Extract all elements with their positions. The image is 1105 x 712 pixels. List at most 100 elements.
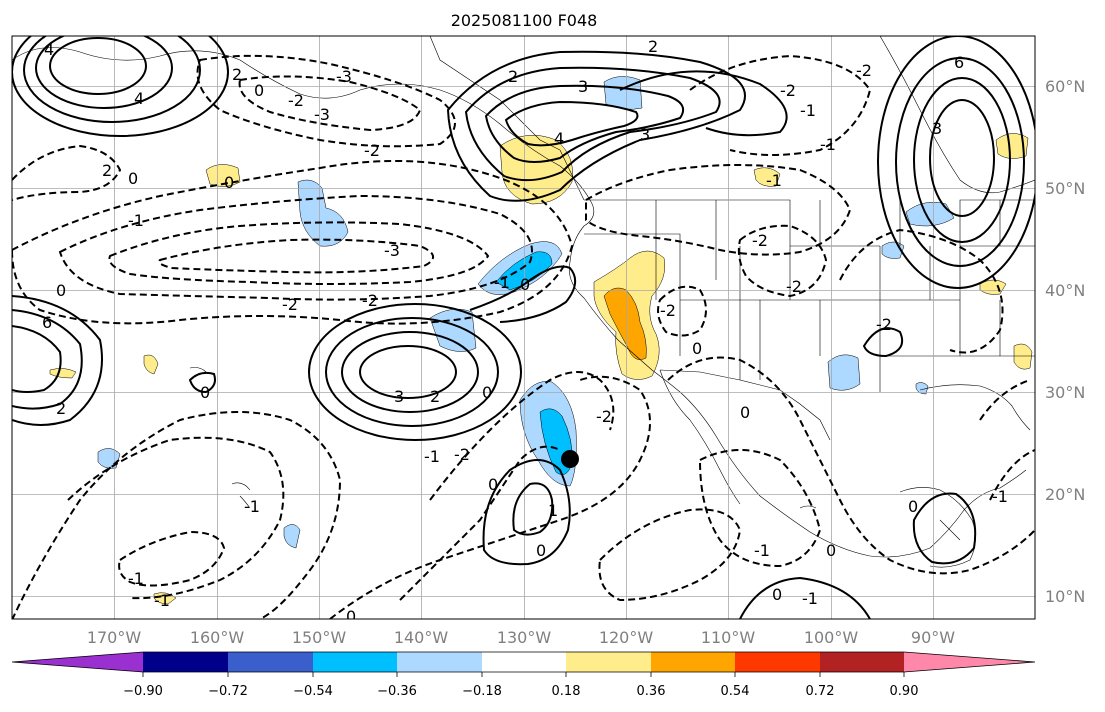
shade-light-blue <box>429 308 477 352</box>
contour-line <box>399 445 561 601</box>
contour-line <box>12 295 103 426</box>
contour-label: -1 <box>800 101 816 120</box>
shade-light-blue <box>905 202 955 227</box>
contour-line <box>689 54 872 156</box>
contour-label: 3 <box>394 387 404 406</box>
contour-line <box>739 576 871 619</box>
contour-line <box>12 325 62 393</box>
contour-label: -2 <box>786 277 802 296</box>
contour-label: 0 <box>346 607 356 626</box>
contour-label: -2 <box>752 231 768 250</box>
contour-label: -1 <box>494 273 510 292</box>
shade-orange <box>603 287 647 360</box>
contour-label: -2 <box>856 61 872 80</box>
colorbar-segment <box>143 652 228 672</box>
shade-yellow <box>995 133 1029 159</box>
longitude-label: 120°W <box>599 628 654 647</box>
shade-yellow <box>1013 343 1033 370</box>
contour-line <box>12 411 342 619</box>
colorbar-segment <box>820 652 904 672</box>
contour-line <box>58 194 533 301</box>
contour-line <box>464 66 721 182</box>
colorbar-segment <box>313 652 397 672</box>
contour-label: 0 <box>536 541 546 560</box>
contour-label: 2 <box>232 65 242 84</box>
contour-label: 0 <box>128 169 138 188</box>
coastline <box>12 47 1027 558</box>
shade-light-blue <box>915 382 929 395</box>
contour-label: 0 <box>692 339 702 358</box>
colorbar-segment <box>904 652 1035 672</box>
contour-line <box>23 36 201 123</box>
contour-label: -2 <box>288 91 304 110</box>
negative-contours <box>12 54 1035 619</box>
contour-line <box>118 530 226 587</box>
colorbar-tick-label: −0.90 <box>123 684 163 699</box>
contour-label: 0 <box>740 403 750 422</box>
contour-label: -2 <box>596 407 612 426</box>
contour-line <box>12 160 574 325</box>
contour-label: -1 <box>424 447 440 466</box>
colorbar-segment <box>482 652 566 672</box>
contour-line <box>929 99 995 217</box>
central-america <box>899 487 976 568</box>
contour-line <box>484 84 684 163</box>
contour-line <box>737 224 828 298</box>
contour-label: 0 <box>200 383 210 402</box>
shade-medium-blue <box>495 251 553 291</box>
contour-label: -3 <box>336 67 352 86</box>
contour-label: -1 <box>154 591 170 610</box>
contour-label: 0 <box>254 81 264 100</box>
contour-line <box>619 70 788 137</box>
contour-label: 2 <box>648 37 658 56</box>
colorbar-tick-label: 0.36 <box>637 684 666 699</box>
contour-line <box>877 36 1035 289</box>
contour-line <box>504 100 639 147</box>
contour-label: -1 <box>802 589 818 608</box>
longitude-label: 100°W <box>804 628 859 647</box>
longitude-label: 110°W <box>701 628 756 647</box>
contour-line <box>979 379 1031 421</box>
shade-light-blue <box>297 179 349 247</box>
colorbar-segment <box>735 652 820 672</box>
contour-line <box>359 345 457 399</box>
contour-label: 4 <box>134 89 144 108</box>
contour-line <box>512 482 554 536</box>
location-marker <box>561 450 579 468</box>
colorbar-tick-label: 0.90 <box>890 684 919 699</box>
colorbar-tick-label: 0.54 <box>721 684 750 699</box>
contour-line <box>469 265 577 323</box>
contour-line <box>188 371 216 394</box>
map-title: 2025081100 F048 <box>451 11 598 30</box>
contour-line <box>12 309 83 410</box>
contour-line <box>49 37 147 95</box>
contour-line <box>429 371 615 501</box>
colorbar-ticks <box>142 672 905 677</box>
contour-label: -1 <box>754 541 770 560</box>
contour-label: -3 <box>384 241 400 260</box>
contour-line <box>895 57 1025 267</box>
latitude-label: 10°N <box>1045 587 1085 606</box>
colorbar-tick-label: −0.18 <box>462 684 502 699</box>
graticule <box>12 36 1035 619</box>
shade-yellow <box>753 167 781 187</box>
contour-line <box>67 436 285 600</box>
contour-label: -1 <box>820 135 836 154</box>
contour-line <box>196 54 456 148</box>
contour-line <box>341 331 479 413</box>
contour-label: 0 <box>772 585 782 604</box>
contour-label: -2 <box>660 301 676 320</box>
contour-line <box>35 36 173 109</box>
contour-line <box>912 492 977 565</box>
contour-label: 2 <box>102 161 112 180</box>
longitude-label: 150°W <box>292 628 347 647</box>
boundaries <box>12 36 1035 568</box>
contour-line <box>482 459 571 566</box>
contour-line <box>585 164 852 256</box>
coastline <box>919 384 1031 431</box>
latitude-labels: 60°N 50°N 40°N 30°N 20°N 10°N <box>1045 77 1085 606</box>
contour-label: 0 <box>488 475 498 494</box>
colorbar-tick-label: −0.72 <box>208 684 248 699</box>
contour-label: 0 <box>908 497 918 516</box>
state-borders <box>655 200 1001 380</box>
